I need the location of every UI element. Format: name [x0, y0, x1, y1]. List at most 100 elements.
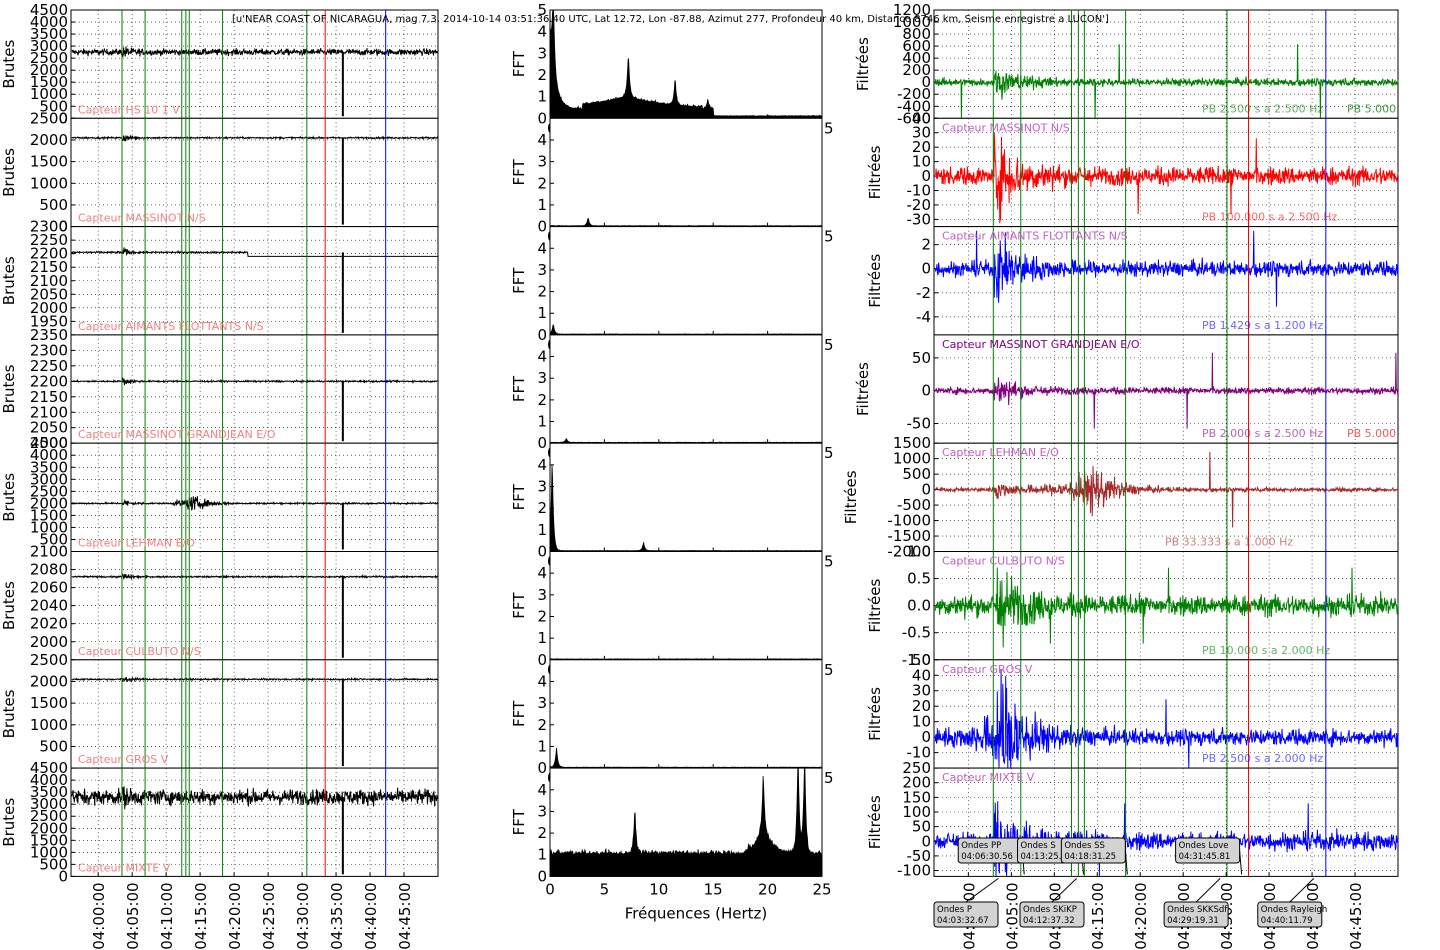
filtered-trace: [934, 669, 1399, 769]
y-tick-label: 10: [912, 713, 931, 731]
y-tick-label: 4: [537, 564, 547, 582]
y-tick-label: -30: [907, 210, 932, 228]
fft-spectrum: [549, 747, 823, 769]
fft-panel-1: 012345FFT05: [510, 1, 834, 137]
axes-frame: [549, 226, 823, 336]
y-tick-label: 1000: [30, 174, 68, 192]
annotation-box: [1163, 901, 1229, 928]
x-tick-label: 0: [545, 880, 555, 898]
y-tick-label: 3: [537, 153, 547, 171]
y-tick-label: 0: [537, 543, 547, 561]
y-tick-label: 2000: [30, 61, 68, 79]
y-tick-label: -2000: [887, 543, 931, 561]
annotation-time: 04:12:37.32: [1023, 916, 1075, 926]
y-tick-label: -2: [916, 284, 931, 302]
y-tick-label: 2000: [30, 131, 68, 149]
y-tick-label: 0: [537, 434, 547, 452]
y-tick-label: 2040: [30, 597, 68, 615]
filter-label: PB 33.333 s a 1.000 Hz: [1165, 536, 1293, 549]
x-tick-label: 04:40:00: [362, 882, 380, 949]
y-axis-label: Brutes: [0, 798, 18, 847]
y-tick-label: 2100: [30, 403, 68, 421]
y-tick-label: 100: [902, 803, 931, 821]
y-axis-label: Brutes: [0, 581, 18, 630]
filtered-trace: [934, 230, 1399, 307]
y-tick-label: 4: [537, 348, 547, 366]
y-tick-label: 4000: [30, 13, 68, 31]
raw-x-axis: 04:00:00 04:05:00 04:10:00 04:15:00 04:20:00…: [90, 872, 414, 950]
y-tick-label: 0: [537, 109, 547, 127]
x-tick-label: 10: [649, 880, 668, 898]
y-tick-label: 500: [39, 196, 68, 214]
y-tick-label: 3: [537, 586, 547, 604]
y-tick-label: -50: [907, 847, 932, 865]
filtered-trace: [934, 352, 1399, 429]
y-tick-label: 2: [537, 391, 547, 409]
axes-frame: [70, 117, 439, 228]
x-tick-label: 04:15:00: [192, 882, 210, 949]
sensor-label: Capteur AIMANTS FLOTTANTS N/S: [78, 320, 264, 333]
y-tick-label: 1000: [30, 85, 68, 103]
y-tick-label: 2020: [30, 615, 68, 633]
y-tick-label: 3000: [30, 37, 68, 55]
y-tick-label: 0: [58, 109, 68, 127]
y-tick-label: 40: [912, 666, 931, 684]
y-tick-label: 1.0: [907, 543, 931, 561]
y-tick-label: 400: [902, 49, 931, 67]
y-axis-label: FFT: [510, 375, 528, 402]
y-axis-label: Brutes: [0, 689, 18, 738]
raw-trace: [71, 377, 439, 386]
y-axis-label: Brutes: [0, 364, 18, 413]
y-tick-label: -10: [907, 182, 932, 200]
y-tick-label: 3: [537, 261, 547, 279]
y-tick-label: 4: [537, 131, 547, 149]
y-tick-label: -100: [897, 862, 931, 880]
raw-trace: [71, 786, 439, 810]
annotation-box: [1175, 837, 1241, 864]
x-tick-label: 5: [824, 661, 834, 679]
y-tick-label: 2150: [30, 258, 68, 276]
filtered-panel-3: -4 -2 0 2 Filtrées Capteur AIMANTS FLOTTANTS …: [866, 226, 1399, 336]
axes-frame: [933, 9, 1399, 119]
y-tick-label: 20: [912, 138, 931, 156]
y-tick-label: -1500: [887, 527, 931, 545]
figure-title: [u'NEAR COAST OF NICARAGUA, mag 7.3, 201…: [232, 14, 1109, 25]
y-tick-label: 4: [537, 23, 547, 41]
y-tick-label: 3: [537, 369, 547, 387]
x-tick-label: 04:25:00: [260, 882, 278, 949]
annotation-title: Ondes SS: [1064, 841, 1105, 851]
axes-frame: [549, 117, 823, 228]
x-tick-label: 04:20:00: [226, 882, 244, 949]
y-tick-label: 2: [537, 174, 547, 192]
annotation-box: [1060, 837, 1126, 864]
y-tick-label: 0.5: [907, 570, 931, 588]
annotation-arrow: [1289, 878, 1315, 903]
raw-trace: [71, 134, 439, 142]
filter-label: PB 2.500 s a 2.000 Hz: [1202, 752, 1323, 765]
y-axis-label: FFT: [510, 700, 528, 727]
y-tick-label: 3500: [30, 458, 68, 476]
y-tick-label: 2500: [30, 49, 68, 67]
x-tick-label: 04:35:00: [328, 882, 346, 949]
y-axis-label: Filtrées: [854, 362, 872, 416]
y-tick-label: 1950: [30, 312, 68, 330]
y-tick-label: 2300: [30, 218, 68, 236]
annotation-title: Ondes SKKSdf: [1167, 905, 1228, 915]
y-tick-label: 50: [912, 349, 931, 367]
x-tick-label: 04:10:00: [158, 882, 176, 949]
y-tick-label: 20: [912, 697, 931, 715]
fft-spectrum: [549, 217, 823, 227]
y-tick-label: 2500: [30, 651, 68, 669]
y-tick-label: 0: [58, 218, 68, 236]
filter-label: PB 2.000 s a 2.500 Hz: [1202, 427, 1323, 440]
y-axis-label: FFT: [510, 267, 528, 294]
y-tick-label: 2000: [30, 633, 68, 651]
y-tick-label: 2000: [30, 299, 68, 317]
y-tick-label: 1: [537, 88, 547, 106]
